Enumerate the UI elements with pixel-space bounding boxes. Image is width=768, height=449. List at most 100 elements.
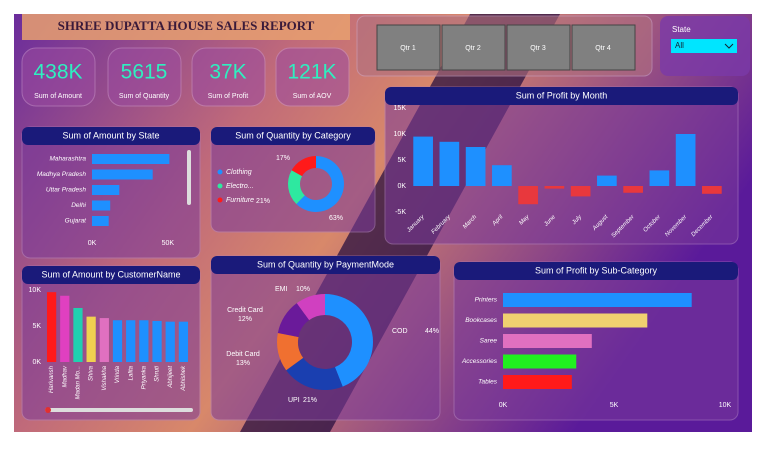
quarter-label: Qtr 2 (465, 45, 481, 52)
slice-name: EMI (275, 286, 288, 293)
kpi-card (275, 47, 350, 107)
kpi-card (191, 47, 266, 107)
panel (210, 255, 441, 421)
donut-slice (296, 156, 344, 212)
kpi-card (21, 47, 96, 107)
legend-marker (217, 183, 223, 189)
quarter-label: Qtr 1 (400, 45, 416, 52)
y-tick-label: 5K (397, 157, 406, 164)
scroll-handle (45, 407, 51, 413)
kpi-label: Sum of Quantity (119, 93, 170, 100)
donut-slice (277, 303, 310, 337)
slice-label: 21% (256, 198, 270, 205)
bar (126, 320, 136, 362)
panel-title: Sum of Profit by Sub-Category (535, 265, 658, 275)
bar (152, 320, 162, 362)
kpi-value: 37K (209, 61, 246, 84)
panel-title-bar (22, 266, 200, 284)
kpi-label: Sum of Profit (208, 93, 249, 100)
bar (73, 308, 83, 362)
donut-slice (325, 294, 374, 387)
category-label: Madhya Pradesh (37, 171, 87, 178)
bar (92, 154, 170, 164)
panel-title: Sum of Amount by CustomerName (41, 269, 180, 279)
legend-label: Clothing (226, 169, 252, 176)
slice-label: 13% (236, 360, 250, 367)
panel-title-bar (385, 87, 738, 105)
x-tick-label: 0K (499, 402, 508, 409)
bar (92, 169, 153, 180)
x-tick-label: Shiva (89, 365, 95, 381)
quarter-label: Qtr 3 (530, 45, 546, 52)
category-label: Printers (475, 297, 498, 304)
category-label: Bookcases (465, 317, 498, 324)
bar (675, 134, 696, 186)
legend-marker (217, 169, 223, 175)
panel-title: Sum of Amount by State (62, 130, 159, 140)
bar (439, 141, 460, 186)
slice-label: 21% (303, 397, 317, 404)
donut-slice (291, 156, 316, 177)
slice-label: 63% (329, 215, 343, 222)
kpi-label: Sum of AOV (293, 93, 332, 100)
x-tick-label: 10K (719, 402, 732, 409)
bar (92, 216, 109, 226)
y-tick-label: 0K (32, 359, 41, 366)
kpi-label: Sum of Amount (34, 93, 82, 100)
x-tick-label: Madan Mo... (76, 366, 82, 399)
report-title: SHREE DUPATTA HOUSE SALES REPORT (58, 18, 315, 33)
bar (570, 186, 591, 197)
panel-title-bar (211, 256, 440, 274)
bar (518, 186, 538, 205)
bar (92, 200, 111, 211)
bar (503, 334, 592, 348)
quarter-button[interactable] (571, 24, 636, 71)
bar (60, 295, 70, 362)
slice-name: UPI (288, 397, 300, 404)
title-box (22, 14, 350, 40)
quarter-button[interactable] (441, 24, 506, 71)
category-label: Gujarat (65, 218, 88, 225)
bar (623, 186, 643, 193)
x-tick-label: Harivansh (49, 365, 55, 393)
bar (597, 175, 617, 186)
bar (178, 321, 189, 362)
y-tick-label: -5K (395, 209, 406, 216)
kpi-value: 438K (33, 61, 82, 84)
x-tick-label: Madhav (62, 365, 68, 387)
quarter-button[interactable] (376, 24, 441, 71)
panel-title: Sum of Profit by Month (516, 90, 608, 100)
kpi-value: 5615 (121, 61, 168, 84)
bar (92, 185, 120, 195)
legend-marker (217, 197, 223, 203)
bar (544, 186, 565, 189)
quarter-label: Qtr 4 (595, 45, 611, 52)
x-tick-label: 0K (88, 240, 97, 247)
donut-slice (286, 357, 343, 391)
x-tick-label: 50K (162, 240, 175, 247)
bar (492, 165, 512, 186)
bar (46, 292, 57, 362)
slice-name: Debit Card (226, 351, 260, 358)
x-tick-label: Abhijeet (168, 366, 174, 389)
panel-title-bar (22, 127, 200, 145)
bar (702, 186, 722, 194)
bar (165, 321, 175, 362)
panel-title: Sum of Quantity by PaymentMode (257, 259, 394, 269)
state-value: All (675, 41, 684, 50)
x-tick-label: Abhishek (181, 365, 187, 392)
category-label: Saree (480, 338, 498, 345)
bar (503, 293, 692, 307)
bar (649, 170, 670, 186)
slice-name: Credit Card (227, 307, 263, 314)
quarter-button[interactable] (506, 24, 571, 71)
panel-title: Sum of Quantity by Category (235, 130, 351, 140)
state-dropdown[interactable] (671, 39, 737, 53)
slice-label: 44% (425, 328, 439, 335)
x-tick-label: Shruti (155, 365, 161, 381)
slice-label: 12% (238, 316, 252, 323)
kpi-card (107, 47, 182, 107)
x-tick-label: Lalita (128, 365, 134, 380)
category-label: Accessories (461, 358, 498, 365)
donut-slice (277, 333, 304, 371)
